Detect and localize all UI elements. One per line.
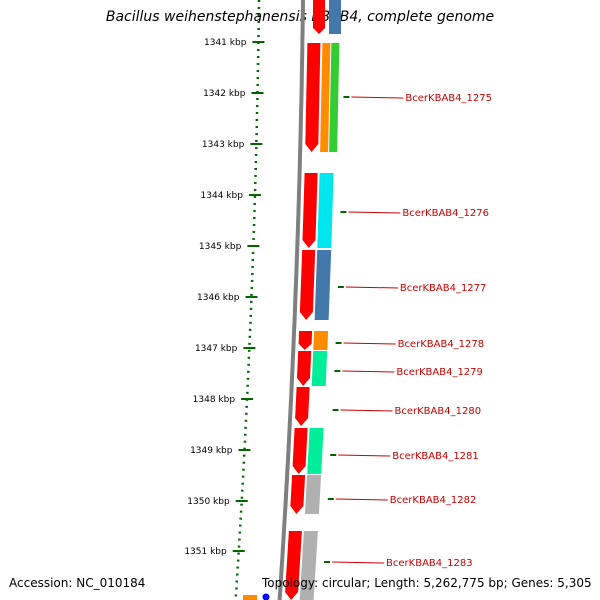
- gene-arrow[interactable]: [290, 475, 306, 514]
- gene-arrow[interactable]: [305, 43, 321, 152]
- accession-text: Accession: NC_010184: [9, 576, 146, 590]
- gene-label[interactable]: BcerKBAB4_1277: [400, 283, 487, 294]
- gene-category-bar: [304, 475, 322, 514]
- gene-label[interactable]: BcerKBAB4_1275: [405, 93, 492, 104]
- gene-category-bar: [313, 331, 329, 350]
- gene-arrow-partial[interactable]: [313, 0, 325, 34]
- gene-category-bar: [317, 173, 334, 248]
- scale-tick-label: 1343 kbp: [202, 140, 245, 150]
- scale-tick-label: 1350 kbp: [187, 497, 230, 507]
- gene-category-bar: [299, 531, 318, 600]
- gene-category-bar: [311, 351, 328, 386]
- scale-tick-label: 1347 kbp: [195, 344, 238, 354]
- gene-category-bar: [307, 428, 324, 474]
- gene-arrow[interactable]: [285, 531, 302, 600]
- scale-tick-label: 1345 kbp: [199, 242, 242, 252]
- gene-arrow[interactable]: [299, 250, 316, 320]
- gene-leader-line: [348, 211, 401, 214]
- gene-leader-line: [338, 454, 391, 457]
- gene-leader-line: [343, 342, 396, 345]
- gene-label[interactable]: BcerKBAB4_1281: [392, 451, 479, 462]
- scale-tick-label: 1351 kbp: [184, 547, 227, 557]
- gene-leader-line: [335, 498, 388, 501]
- gene-category-bar: [243, 595, 257, 600]
- scale-tick-label: 1342 kbp: [203, 89, 246, 99]
- gene-label[interactable]: BcerKBAB4_1283: [386, 558, 473, 569]
- gene-arrow[interactable]: [302, 173, 318, 248]
- gene-leader-line: [332, 561, 385, 564]
- gene-arrow[interactable]: [297, 351, 312, 386]
- gene-arrow[interactable]: [292, 428, 308, 474]
- gene-leader-line: [340, 409, 393, 412]
- topology-text: Topology: circular; Length: 5,262,775 bp…: [262, 576, 592, 590]
- gene-leader-line: [351, 96, 404, 99]
- position-marker: [262, 593, 270, 600]
- gene-arrow[interactable]: [298, 331, 313, 350]
- backbone-ring: [277, 0, 305, 600]
- gene-category-bar: [314, 250, 332, 320]
- scale-tick-label: 1341 kbp: [204, 38, 247, 48]
- scale-tick-label: 1344 kbp: [201, 191, 244, 201]
- scale-tick-label: 1346 kbp: [197, 293, 240, 303]
- gene-label[interactable]: BcerKBAB4_1280: [395, 406, 482, 417]
- map-title: Bacillus weihenstephanensis KBAB4, compl…: [105, 9, 495, 25]
- gene-label[interactable]: BcerKBAB4_1276: [402, 208, 489, 219]
- gene-category-bar: [320, 43, 331, 152]
- gene-category-bar: [329, 43, 340, 152]
- gene-leader-line: [345, 286, 398, 289]
- gene-label[interactable]: BcerKBAB4_1279: [396, 367, 483, 378]
- gene-label[interactable]: BcerKBAB4_1278: [398, 339, 485, 350]
- gene-label[interactable]: BcerKBAB4_1282: [390, 495, 477, 506]
- gene-category-bar: [329, 0, 341, 34]
- gene-arrow[interactable]: [295, 387, 310, 426]
- scale-tick-label: 1348 kbp: [193, 395, 236, 405]
- gene-leader-line: [342, 370, 395, 373]
- scale-tick-label: 1349 kbp: [190, 446, 233, 456]
